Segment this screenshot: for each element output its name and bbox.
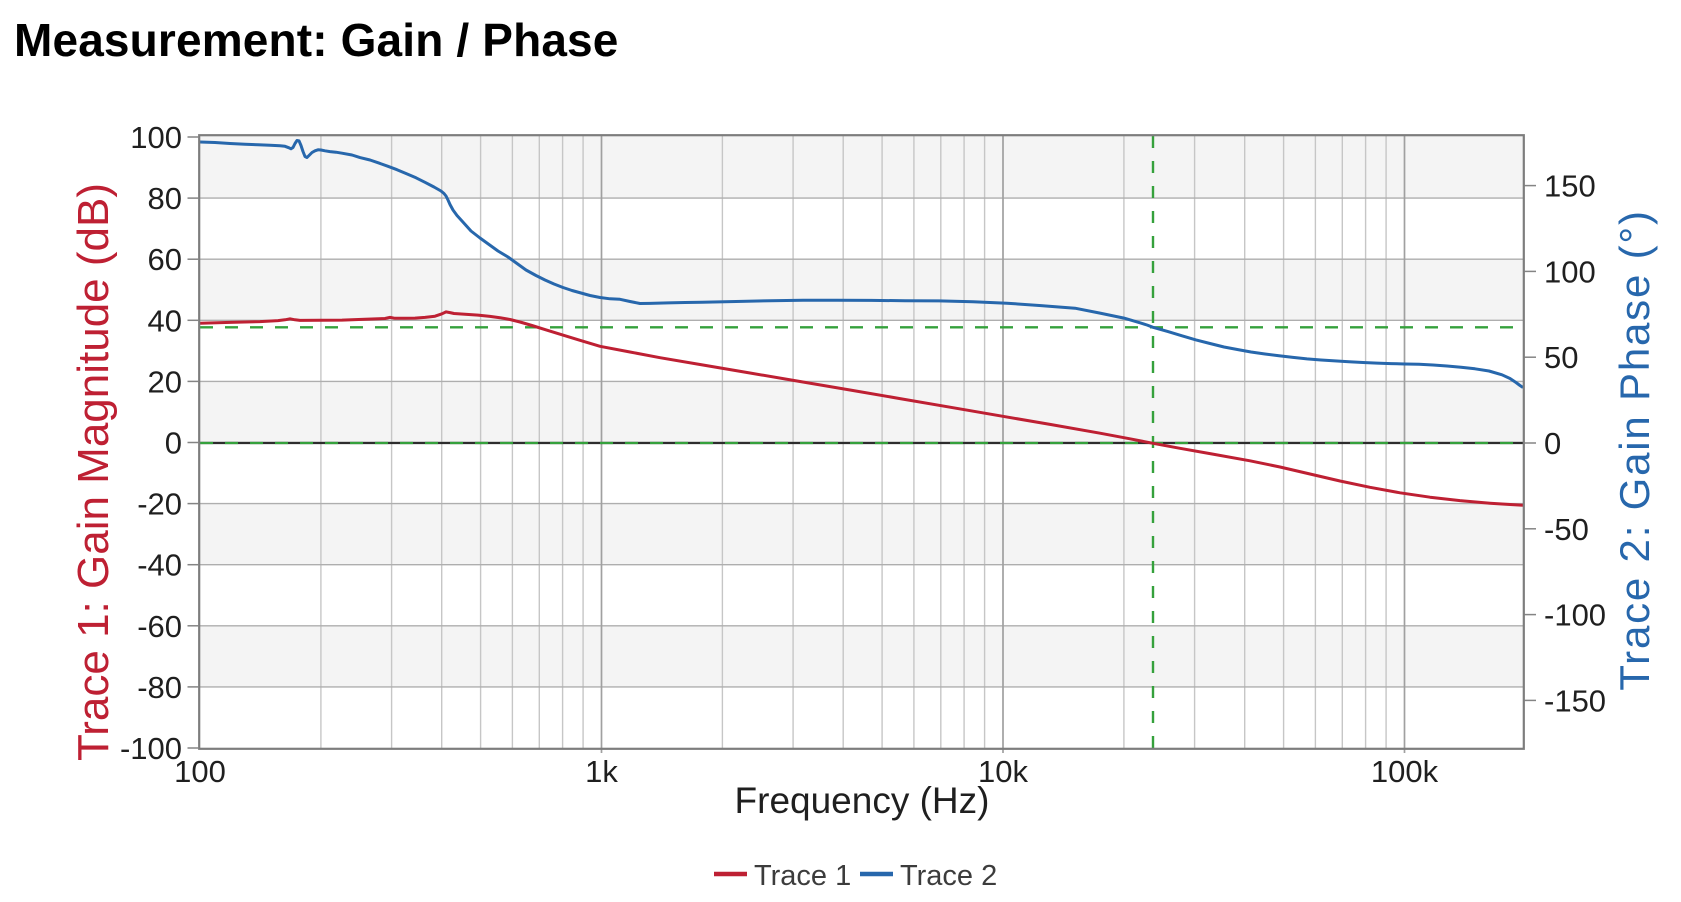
svg-text:-40: -40 <box>137 548 182 583</box>
svg-text:Measurement: Gain / Phase: Measurement: Gain / Phase <box>14 14 619 66</box>
svg-text:80: 80 <box>148 181 182 216</box>
svg-text:-20: -20 <box>137 487 182 522</box>
svg-text:150: 150 <box>1544 169 1596 204</box>
svg-text:-150: -150 <box>1544 683 1606 718</box>
svg-text:40: 40 <box>148 303 182 338</box>
svg-text:100: 100 <box>174 754 226 789</box>
svg-text:0: 0 <box>1544 426 1561 461</box>
svg-text:-60: -60 <box>137 609 182 644</box>
svg-text:Trace 1: Trace 1 <box>754 860 851 892</box>
svg-text:Trace 1: Gain Magnitude (dB): Trace 1: Gain Magnitude (dB) <box>69 183 118 761</box>
svg-text:-80: -80 <box>137 670 182 705</box>
svg-text:20: 20 <box>148 364 182 399</box>
svg-text:100: 100 <box>1544 254 1596 289</box>
svg-text:Trace 2: Gain Phase (°): Trace 2: Gain Phase (°) <box>1611 209 1658 690</box>
svg-text:100: 100 <box>130 120 182 155</box>
svg-text:-50: -50 <box>1544 512 1589 547</box>
svg-text:-100: -100 <box>120 731 182 766</box>
svg-text:10k: 10k <box>978 754 1028 789</box>
svg-text:100k: 100k <box>1371 754 1439 789</box>
svg-text:Trace 2: Trace 2 <box>900 860 997 892</box>
svg-text:1k: 1k <box>585 754 618 789</box>
svg-text:-100: -100 <box>1544 598 1606 633</box>
svg-text:0: 0 <box>165 426 182 461</box>
svg-text:Frequency (Hz): Frequency (Hz) <box>735 780 990 821</box>
svg-text:50: 50 <box>1544 340 1578 375</box>
svg-text:60: 60 <box>148 242 182 277</box>
